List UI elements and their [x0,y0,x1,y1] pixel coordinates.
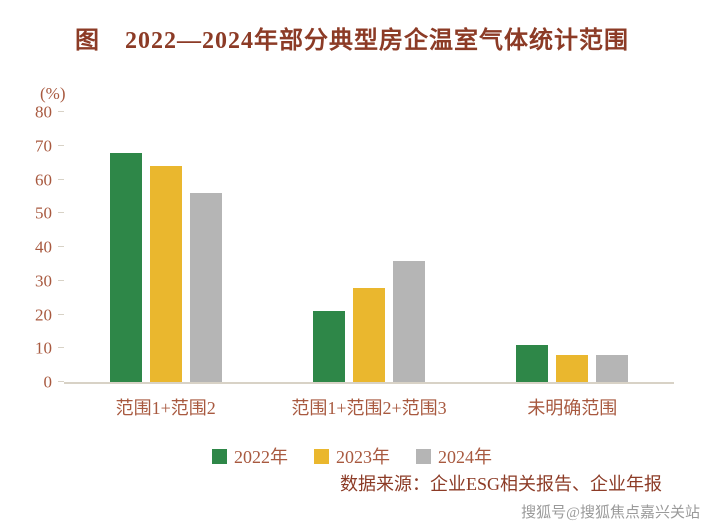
legend-swatch [314,448,329,464]
legend-item: 2023年 [314,443,390,469]
legend-label: 2023年 [336,447,390,467]
y-tick-label: 70 [35,136,52,156]
y-tick-label: 30 [35,271,52,291]
bar-group: 范围1+范围2 [109,112,222,418]
y-tick-mark [58,144,64,146]
bar-group: 未明确范围 [516,112,629,418]
legend-item: 2024年 [416,443,492,469]
chart-title: 图 2022—2024年部分典型房企温室气体统计范围 [75,28,629,54]
bar [149,166,182,382]
legend-swatch [212,448,227,464]
legend-swatch [416,448,431,464]
y-tick-mark [58,381,64,382]
plot-wrapper: 0 10 20 30 40 50 60 70 80 范围1+范围2 范围1+范围2+范围3 未明确范… [16,104,674,418]
y-tick-label: 0 [43,372,53,392]
y-tick-label: 60 [35,170,52,189]
legend-item: 2022年 [212,443,288,469]
source-text: 数据来源：企业ESG相关报告、企业年报 [339,474,662,494]
bar [596,355,629,382]
bar-group: 范围1+范围2+范围3 [291,112,447,418]
y-tick-label: 20 [35,305,52,324]
bar [516,344,549,382]
y-tick-mark [58,111,64,112]
y-axis-unit-label: (%) [40,84,66,103]
y-tick-mark [58,279,64,281]
y-tick-mark [58,347,64,349]
bar [556,355,589,382]
y-tick-label: 10 [35,338,52,358]
y-tick-label: 50 [35,203,52,223]
legend-label: 2024年 [438,447,492,467]
y-axis: 0 10 20 30 40 50 60 70 80 [16,104,64,391]
y-tick-mark [58,178,64,180]
bar [189,193,222,382]
legend-label: 2022年 [234,447,288,467]
x-category-label: 范围1+范围2+范围3 [291,398,447,418]
y-tick-mark [58,212,64,214]
y-tick-mark [58,246,64,247]
bar [109,152,142,382]
watermark: 搜狐号@搜狐焦点嘉兴关站 [521,505,700,521]
y-tick-mark [58,313,64,315]
bar [392,260,425,382]
bar [312,311,345,382]
plot-area: 范围1+范围2 范围1+范围2+范围3 未明确范围 [64,112,674,418]
bar [352,287,385,382]
legend: 2022年 2023年 2024年 [0,443,704,469]
x-category-label: 未明确范围 [527,398,618,418]
y-tick-label: 40 [35,237,52,257]
y-tick-label: 80 [35,102,52,122]
x-category-label: 范围1+范围2 [115,398,216,418]
